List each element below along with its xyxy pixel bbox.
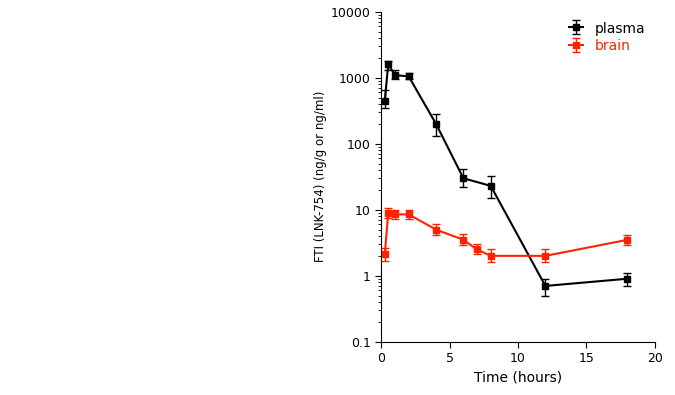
X-axis label: Time (hours): Time (hours) (474, 371, 562, 385)
Y-axis label: FTI (LNK-754) (ng/g or ng/ml): FTI (LNK-754) (ng/g or ng/ml) (314, 91, 327, 262)
Legend: plasma, brain: plasma, brain (566, 19, 648, 56)
